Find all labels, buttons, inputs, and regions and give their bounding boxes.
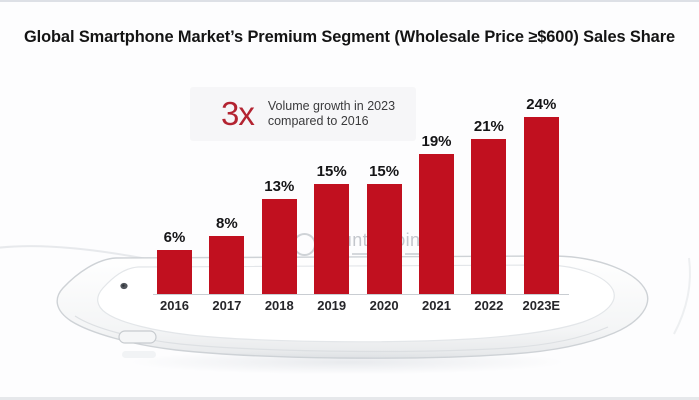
bar-value-label-2023E: 24% [526,95,557,113]
phone-camera-lens [122,284,125,287]
top-edge-artifact [0,0,699,2]
x-axis-label-2020: 2020 [369,298,399,313]
x-axis-label-2016: 2016 [160,298,189,313]
bar-value-label-2021: 19% [421,133,452,151]
growth-annotation: 3x Volume growth in 2023 compared to 201… [190,87,416,141]
bar-2022 [471,139,507,295]
x-axis-label-2018: 2018 [264,298,294,313]
growth-multiplier: 3x [221,95,255,132]
x-axis-label-2017: 2017 [212,298,242,313]
bar-value-label-2020: 15% [369,162,400,180]
bar-2019 [314,183,350,295]
growth-description: Volume growth in 2023 compared to 2016 [268,99,395,130]
phone-home-button [118,330,157,344]
bar-value-label-2019: 15% [316,162,347,180]
bar-2016 [157,250,192,295]
bar-value-label-2016: 6% [163,229,186,247]
growth-description-line2: compared to 2016 [267,114,369,128]
chart-title: Global Smartphone Market’s Premium Segme… [24,28,675,46]
bar-value-label-2022: 21% [473,118,504,136]
bar-value-label-2018: 13% [264,177,295,195]
growth-description-line1: Volume growth in 2023 [267,98,396,113]
bar-2017 [209,235,245,295]
bar-2020 [366,183,402,295]
bar-2018 [261,198,297,295]
bottom-edge-artifact [0,397,699,400]
x-axis-label-2019: 2019 [317,298,347,313]
bar-2023E [523,116,559,295]
bar-value-label-2017: 8% [216,214,238,232]
home-button-reflection [122,351,156,358]
x-axis-label-2023E: 2023E [522,298,561,313]
x-axis-label-2021: 2021 [422,298,451,313]
x-axis-line [153,294,569,296]
bar-2021 [419,154,454,295]
x-axis-label-2022: 2022 [474,298,504,313]
